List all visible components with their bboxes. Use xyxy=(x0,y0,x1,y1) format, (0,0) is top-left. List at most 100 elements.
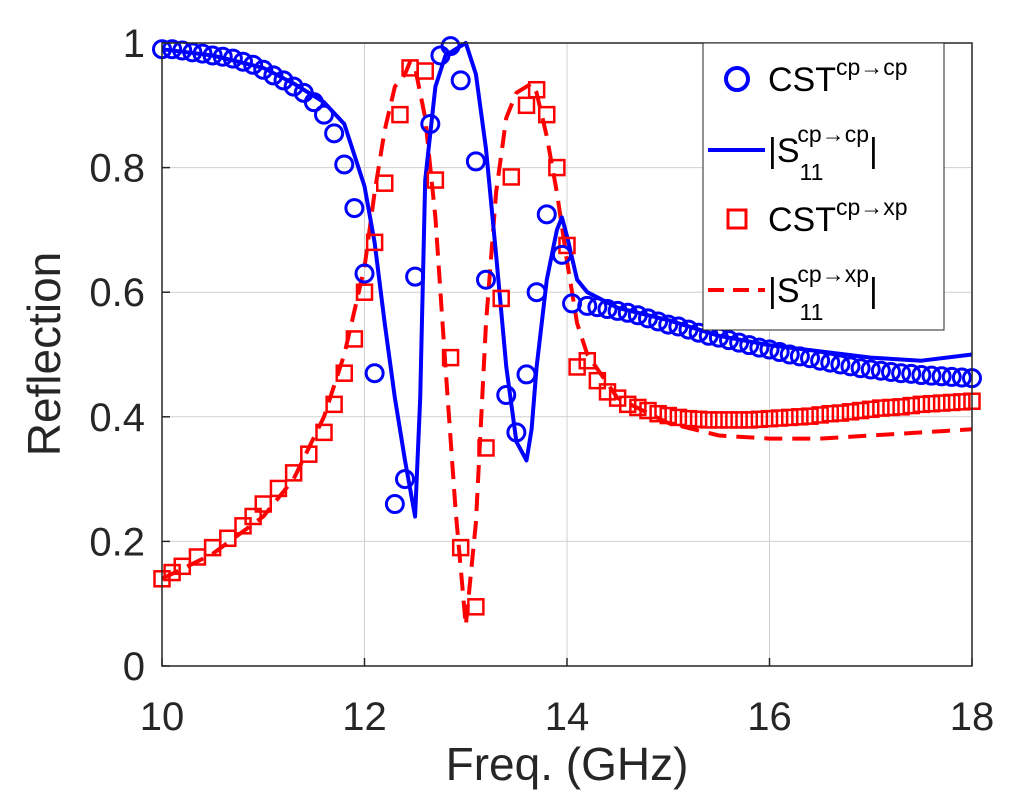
data-point-circle xyxy=(263,65,284,86)
data-point-square xyxy=(882,398,900,417)
data-point-square xyxy=(619,395,637,414)
data-point-square xyxy=(467,598,485,616)
data-point-circle xyxy=(405,266,426,287)
data-point-circle xyxy=(789,346,810,367)
data-point-circle xyxy=(668,316,689,337)
data-point-square xyxy=(325,395,343,414)
data-point-circle xyxy=(273,70,294,91)
legend-label-0: CSTcp→cp xyxy=(768,54,908,99)
y-tick-label: 0.6 xyxy=(89,271,145,315)
data-point-circle xyxy=(617,302,638,323)
data-point-square xyxy=(502,168,521,186)
data-point-square xyxy=(441,348,460,367)
data-point-circle xyxy=(779,344,800,365)
data-point-square xyxy=(649,404,667,423)
data-point-circle xyxy=(678,319,699,340)
data-point-square xyxy=(943,393,961,412)
legend-label-3: |S11cp→xp| xyxy=(768,261,878,325)
data-point-circle xyxy=(476,269,496,290)
data-point-square xyxy=(862,400,880,419)
data-point-square xyxy=(345,330,364,348)
data-point-square xyxy=(188,548,207,566)
data-point-circle xyxy=(202,45,223,66)
data-point-circle xyxy=(749,337,770,358)
data-point-circle xyxy=(648,311,669,332)
data-point-circle xyxy=(243,54,264,75)
data-point-circle xyxy=(860,359,881,380)
data-point-square xyxy=(841,403,860,421)
legend-label-2: CSTcp→xp xyxy=(768,194,908,239)
data-point-circle xyxy=(354,263,375,284)
data-point-circle xyxy=(901,363,922,384)
data-point-circle xyxy=(891,363,912,384)
x-axis-label: Freq. (GHz) xyxy=(446,738,689,790)
data-point-square xyxy=(912,395,931,414)
data-point-square xyxy=(902,396,920,415)
data-point-square xyxy=(234,517,252,535)
x-tick-labels: 10 12 14 16 18 xyxy=(140,658,994,739)
data-point-square xyxy=(851,401,870,420)
data-point-circle xyxy=(395,469,415,490)
data-point-square xyxy=(163,563,181,582)
data-point-square xyxy=(300,445,318,463)
data-point-square xyxy=(173,557,191,576)
data-point-square xyxy=(548,158,566,177)
data-point-circle xyxy=(212,46,233,67)
data-point-square xyxy=(269,479,288,498)
data-point-circle xyxy=(536,204,557,225)
data-point-circle xyxy=(951,367,972,388)
data-point-circle xyxy=(921,365,942,386)
y-tick-label: 0.2 xyxy=(89,520,145,564)
data-point-square xyxy=(730,411,748,429)
data-point-circle xyxy=(638,308,658,329)
legend-box xyxy=(702,42,945,331)
data-point-square xyxy=(538,105,556,124)
data-point-square xyxy=(376,174,394,192)
data-point-circle xyxy=(253,59,274,80)
data-point-square xyxy=(821,404,839,423)
data-point-circle xyxy=(233,51,253,72)
data-point-square xyxy=(801,407,819,425)
data-point-circle xyxy=(941,366,962,387)
data-point-square xyxy=(391,105,409,124)
data-point-square xyxy=(517,96,536,115)
data-point-circle xyxy=(334,154,355,175)
data-point-square xyxy=(831,404,850,422)
data-point-circle xyxy=(420,113,441,134)
data-point-square xyxy=(578,351,596,370)
data-point-square xyxy=(750,410,769,429)
legend: CSTcp→cp |S11cp→cp| CSTcp→xp |S11cp→xp| xyxy=(702,42,945,331)
data-point-square xyxy=(477,439,495,457)
data-point-square xyxy=(700,411,718,429)
data-point-circle xyxy=(364,363,385,384)
data-point-square xyxy=(219,529,237,548)
data-point-circle xyxy=(607,300,628,321)
series-line-1 xyxy=(161,41,973,519)
data-point-square xyxy=(335,364,353,382)
data-point-circle xyxy=(506,422,527,443)
data-point-circle xyxy=(192,43,213,64)
series-layer xyxy=(152,36,982,628)
data-point-circle xyxy=(440,36,461,57)
data-point-circle xyxy=(597,299,618,320)
data-point-square xyxy=(284,464,303,482)
series-markers-2 xyxy=(153,59,981,616)
data-point-square xyxy=(669,408,688,427)
data-point-square xyxy=(811,406,829,424)
data-point-square xyxy=(689,410,708,429)
data-point-square xyxy=(492,289,510,308)
data-point-square xyxy=(781,408,799,427)
data-point-square xyxy=(244,507,262,526)
data-point-circle xyxy=(759,339,780,360)
data-point-circle xyxy=(182,42,203,63)
data-point-circle xyxy=(450,70,471,91)
data-point-circle xyxy=(587,297,608,318)
series-markers-0 xyxy=(152,36,982,515)
y-tick-labels: 0 0.2 0.4 0.6 0.8 1 xyxy=(89,22,170,689)
data-point-square xyxy=(254,495,272,513)
data-point-square xyxy=(710,411,728,429)
data-point-circle xyxy=(658,314,679,335)
data-point-square xyxy=(629,398,647,417)
data-point-square xyxy=(355,283,374,301)
